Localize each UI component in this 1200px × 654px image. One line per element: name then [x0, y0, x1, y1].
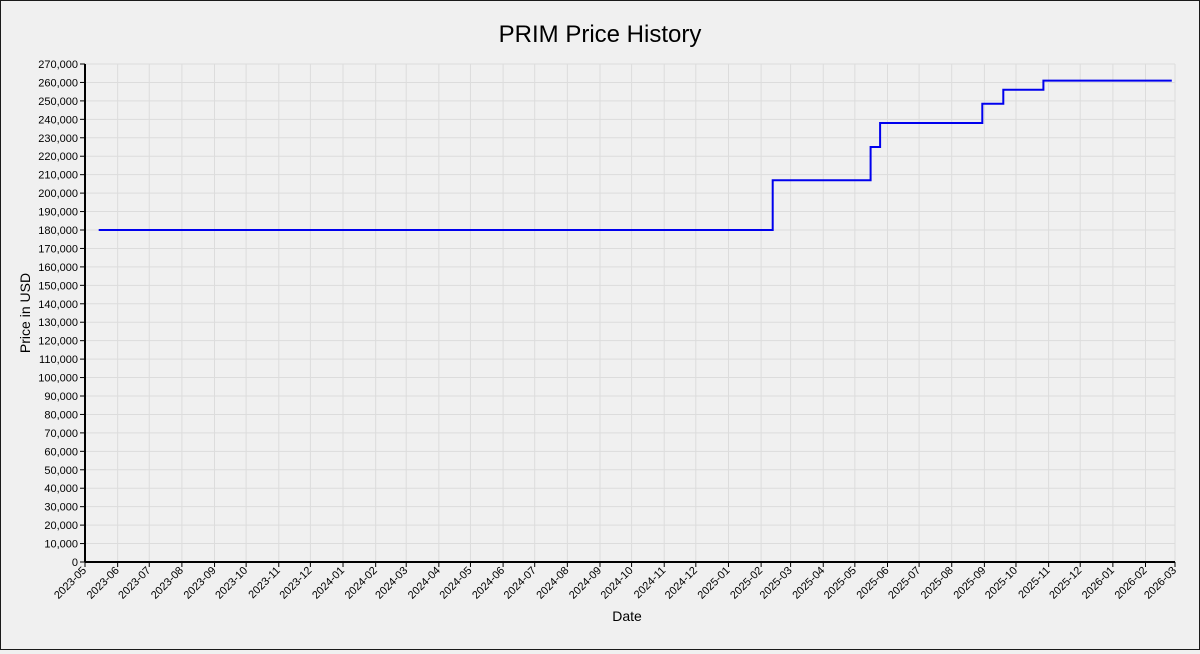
x-tick-label: 2024-06 — [470, 565, 507, 602]
x-tick-label: 2023-06 — [85, 565, 122, 602]
x-tick-label: 2025-03 — [758, 565, 795, 602]
x-tick-label: 2023-11 — [246, 565, 282, 601]
y-tick-label: 240,000 — [38, 114, 78, 126]
x-tick-label: 2025-08 — [919, 565, 956, 602]
y-tick-label: 180,000 — [38, 225, 78, 237]
x-tick-label: 2024-03 — [373, 565, 410, 602]
y-tick-label: 40,000 — [44, 483, 78, 495]
y-tick-label: 200,000 — [38, 188, 78, 200]
x-tick-label: 2025-11 — [1016, 565, 1052, 601]
x-tick-label: 2023-07 — [116, 565, 153, 602]
y-axis-label: Price in USD — [17, 273, 33, 353]
y-tick-label: 270,000 — [38, 59, 78, 71]
x-tick-label: 2025-06 — [855, 565, 892, 602]
y-tick-label: 80,000 — [44, 409, 78, 421]
y-tick-label: 0 — [72, 557, 78, 569]
x-tick-label: 2023-08 — [149, 565, 186, 602]
y-tick-label: 60,000 — [44, 446, 78, 458]
y-tick-label: 130,000 — [38, 317, 78, 329]
y-tick-label: 90,000 — [44, 391, 78, 403]
x-tick-label: 2025-04 — [790, 565, 827, 602]
y-tick-labels: 0 10,000 20,000 30,000 40,000 50,000 60,000 70,… — [38, 59, 78, 569]
x-tick-label: 2025-05 — [822, 565, 859, 602]
y-tick-label: 260,000 — [38, 77, 78, 89]
x-tick-label: 2024-09 — [567, 565, 604, 602]
x-tick-label: 2025-10 — [983, 565, 1020, 602]
x-tick-label: 2025-09 — [951, 565, 988, 602]
y-tick-label: 160,000 — [38, 262, 78, 274]
x-tick-label: 2023-12 — [277, 565, 314, 602]
x-tick-label: 2025-07 — [886, 565, 923, 602]
y-tick-label: 230,000 — [38, 133, 78, 145]
x-tick-label: 2025-12 — [1047, 565, 1084, 602]
y-tick-label: 170,000 — [38, 243, 78, 255]
x-tick-label: 2025-01 — [696, 565, 733, 602]
y-tick-label: 150,000 — [38, 280, 78, 292]
y-tick-label: 120,000 — [38, 336, 78, 348]
x-tick-label: 2024-05 — [438, 565, 475, 602]
y-tick-label: 220,000 — [38, 151, 78, 163]
x-tick-label: 2024-08 — [534, 565, 571, 602]
gridlines — [84, 63, 1176, 563]
y-tick-label: 70,000 — [44, 428, 78, 440]
y-tick-label: 100,000 — [38, 373, 78, 385]
x-tick-label: 2023-09 — [182, 565, 219, 602]
price-line — [98, 79, 1172, 231]
axes — [80, 63, 1176, 567]
x-tick-label: 2024-11 — [632, 565, 668, 601]
x-tick-label: 2024-12 — [663, 565, 700, 602]
x-tick-label: 2024-02 — [343, 565, 380, 602]
y-tick-label: 140,000 — [38, 299, 78, 311]
x-tick-label: 2024-01 — [310, 565, 347, 602]
chart-title: PRIM Price History — [499, 21, 702, 48]
x-tick-label: 2024-10 — [599, 565, 636, 602]
x-tick-label: 2024-04 — [406, 565, 443, 602]
x-tick-label: 2023-05 — [52, 565, 89, 602]
y-tick-label: 190,000 — [38, 207, 78, 219]
x-tick-label: 2024-07 — [502, 565, 539, 602]
y-tick-label: 250,000 — [38, 96, 78, 108]
x-axis-label: Date — [612, 608, 642, 624]
y-tick-label: 210,000 — [38, 170, 78, 182]
x-tick-label: 2026-03 — [1142, 565, 1179, 602]
x-tick-label: 2026-01 — [1080, 565, 1117, 602]
y-tick-label: 50,000 — [44, 465, 78, 477]
y-tick-label: 10,000 — [44, 539, 78, 551]
x-tick-label: 2023-10 — [213, 565, 250, 602]
x-tick-labels: 2023-052023-062023-072023-082023-092023-… — [52, 565, 1179, 602]
y-tick-label: 30,000 — [44, 502, 78, 514]
y-tick-label: 20,000 — [44, 520, 78, 532]
y-tick-label: 110,000 — [39, 354, 78, 366]
series-layer — [98, 79, 1172, 231]
